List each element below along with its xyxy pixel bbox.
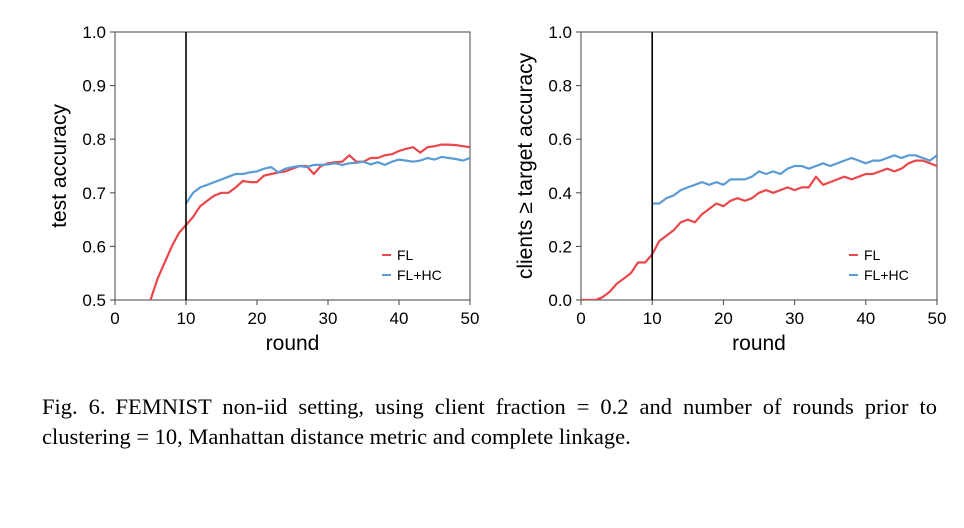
- chart-clients-target-accuracy: 0.0 0.2 0.4 0.6 0.8 1.0 0 10 20 30 40 50 round client…: [514, 23, 946, 355]
- series-line-fl-hc: [185, 155, 470, 205]
- caption-label: Fig. 6.: [42, 394, 106, 419]
- y-tick-label: 1.0: [548, 23, 572, 42]
- legend-label: FL+HC: [864, 267, 909, 283]
- x-tick-label: 0: [110, 309, 119, 328]
- series-line-fl: [581, 159, 937, 300]
- legend-label: FL: [397, 247, 414, 263]
- y-tick-label: 0.5: [82, 291, 106, 310]
- legend-label: FL: [864, 247, 881, 263]
- x-tick-label: 50: [928, 309, 947, 328]
- x-tick-label: 30: [319, 309, 338, 328]
- series-line-fl: [149, 143, 470, 300]
- y-tick-label: 0.6: [82, 237, 106, 256]
- x-tick-label: 50: [461, 309, 480, 328]
- x-tick-label: 10: [643, 309, 662, 328]
- x-tick-label: 10: [177, 309, 196, 328]
- chart-test-accuracy: 0.5 0.6 0.7 0.8 0.9 1.0 0 10 20 30 40 50 round test a…: [48, 23, 479, 355]
- y-axis-label: clients ≥ target accuracy: [514, 52, 537, 279]
- y-tick-label: 0.0: [548, 291, 572, 310]
- x-tick-label: 20: [248, 309, 267, 328]
- x-tick-label: 20: [714, 309, 733, 328]
- y-axis-label: test accuracy: [48, 104, 71, 228]
- y-tick-label: 0.7: [82, 184, 106, 203]
- x-tick-label: 0: [576, 309, 585, 328]
- y-tick-label: 0.4: [548, 184, 572, 203]
- x-tick-label: 40: [856, 309, 875, 328]
- y-tick-label: 0.2: [548, 237, 572, 256]
- x-tick-label: 40: [390, 309, 409, 328]
- series-line-fl-hc: [652, 154, 937, 205]
- x-axis-label: round: [266, 332, 320, 355]
- figure-caption: Fig. 6. FEMNIST non-iid setting, using cl…: [42, 392, 937, 452]
- x-tick-label: 30: [785, 309, 804, 328]
- x-axis-label: round: [732, 332, 786, 355]
- y-tick-label: 0.8: [82, 130, 106, 149]
- y-tick-label: 1.0: [82, 23, 106, 42]
- y-tick-label: 0.8: [548, 77, 572, 96]
- y-tick-label: 0.6: [548, 130, 572, 149]
- y-tick-label: 0.9: [82, 77, 106, 96]
- plot-frame: [580, 31, 938, 301]
- caption-text: FEMNIST non-iid setting, using client fr…: [42, 394, 938, 449]
- plot-frame: [114, 31, 471, 301]
- legend-label: FL+HC: [397, 267, 442, 283]
